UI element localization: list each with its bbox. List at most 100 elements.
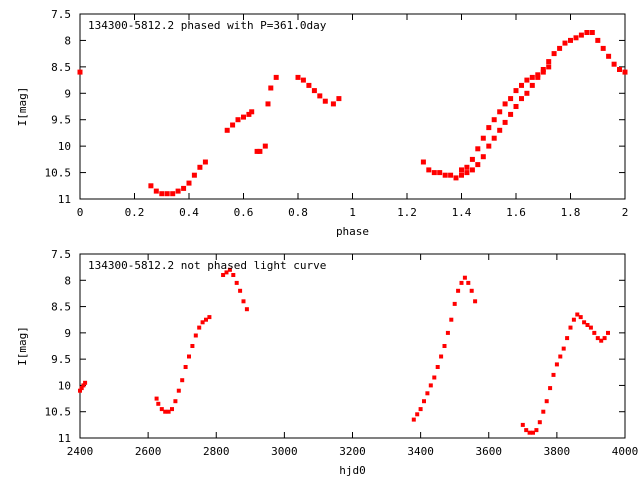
- unphased-data-point: [418, 407, 423, 412]
- phased-data-point: [589, 30, 595, 35]
- phased-data-point: [164, 191, 170, 197]
- unphased-data-points: [78, 267, 610, 435]
- unphased-data-point: [575, 312, 580, 317]
- phased-data-point: [524, 77, 530, 83]
- phased-data-point: [230, 122, 236, 128]
- phased-data-point: [249, 109, 255, 115]
- phased-data-point: [606, 53, 612, 59]
- unphased-data-point: [435, 365, 440, 369]
- unphased-data-point: [473, 299, 478, 304]
- unphased-data-point: [599, 338, 604, 343]
- unphased-x-axis-ticks: 2400 2600 2800 3000 3200 3400 3600 3800 4000: [67, 254, 639, 458]
- phased-data-point: [600, 45, 606, 51]
- unphased-data-point: [537, 420, 542, 425]
- phased-data-point: [330, 101, 336, 107]
- phased-data-point: [475, 146, 481, 152]
- phased-y-tick-label: 10: [58, 140, 71, 153]
- unphased-data-point: [234, 280, 239, 285]
- phased-data-point: [513, 104, 519, 109]
- phased-data-point: [486, 143, 492, 149]
- phased-data-point: [622, 69, 628, 75]
- unphased-data-point: [554, 362, 559, 367]
- unphased-y-tick-label: 9: [64, 327, 71, 340]
- unphased-light-curve-panel: 2400 2600 2800 3000 3200 3400 3600 3800 4000 7.5…: [16, 248, 638, 477]
- unphased-data-point: [582, 320, 587, 325]
- unphased-chart-title: 134300-5812.2 not phased light curve: [88, 259, 326, 272]
- unphased-data-point: [469, 288, 474, 293]
- unphased-data-point: [524, 428, 529, 433]
- phased-y-axis-label: I[mag]: [16, 87, 29, 127]
- phased-x-tick-label: 1.6: [506, 206, 526, 219]
- unphased-x-tick-label: 2800: [203, 445, 230, 458]
- phased-data-point: [426, 167, 432, 173]
- phased-data-point: [535, 74, 541, 80]
- phased-data-point: [469, 156, 475, 162]
- unphased-x-tick-label: 3000: [271, 445, 298, 458]
- phased-data-point: [519, 82, 524, 88]
- phased-data-point: [584, 30, 590, 35]
- phased-data-point: [568, 37, 573, 43]
- unphased-data-point: [207, 315, 212, 320]
- phased-data-point: [153, 188, 159, 194]
- phased-data-point: [546, 59, 552, 65]
- phased-data-point: [420, 159, 426, 165]
- phased-x-tick-label: 1: [349, 206, 356, 219]
- phased-data-point: [202, 159, 208, 165]
- unphased-x-tick-label: 3800: [544, 445, 571, 458]
- phased-data-point: [311, 88, 317, 94]
- phased-y-tick-label: 9: [64, 87, 71, 100]
- unphased-data-point: [571, 317, 576, 322]
- unphased-data-point: [197, 325, 202, 330]
- unphased-x-tick-label: 2400: [67, 445, 94, 458]
- phased-data-point: [535, 72, 541, 78]
- unphased-data-point: [78, 388, 82, 393]
- unphased-data-point: [83, 380, 88, 385]
- unphased-x-tick-label: 2600: [135, 445, 162, 458]
- phased-data-point: [300, 77, 306, 83]
- phased-data-point: [235, 117, 241, 123]
- unphased-data-point: [544, 399, 549, 404]
- phased-data-point: [475, 162, 481, 168]
- unphased-data-point: [606, 330, 610, 335]
- unphased-data-point: [224, 270, 229, 275]
- unphased-data-point: [534, 428, 539, 433]
- phased-data-point: [306, 82, 312, 88]
- unphased-data-point: [568, 325, 573, 330]
- phased-data-point: [508, 111, 514, 117]
- phased-data-point: [578, 32, 584, 38]
- phased-data-point: [268, 85, 274, 91]
- phased-x-tick-label: 0.2: [125, 206, 145, 219]
- unphased-data-point: [193, 333, 198, 338]
- phased-data-point: [502, 101, 508, 107]
- phased-data-point: [246, 111, 252, 117]
- phased-data-point: [508, 96, 514, 102]
- unphased-data-point: [156, 401, 161, 406]
- phased-data-point: [557, 45, 563, 51]
- unphased-data-point: [432, 375, 437, 380]
- phased-data-point: [562, 40, 568, 46]
- phased-data-point: [186, 180, 192, 186]
- unphased-data-point: [466, 280, 471, 285]
- unphased-data-point: [163, 409, 168, 414]
- unphased-data-point: [190, 344, 195, 348]
- unphased-data-point: [204, 317, 208, 322]
- phased-data-point: [529, 82, 535, 88]
- phased-x-tick-label: 1.4: [452, 206, 472, 219]
- unphased-data-point: [558, 354, 563, 359]
- unphased-data-point: [548, 386, 553, 391]
- unphased-data-point: [595, 336, 600, 341]
- phased-data-point: [546, 64, 552, 70]
- unphased-data-point: [456, 288, 461, 293]
- phased-y-tick-label: 11: [58, 193, 71, 206]
- unphased-x-tick-label: 4000: [612, 445, 639, 458]
- phased-data-point: [459, 167, 464, 173]
- unphased-data-point: [462, 275, 467, 280]
- phased-data-point: [480, 135, 486, 141]
- phased-data-point: [491, 135, 497, 141]
- phased-chart-title: 134300-5812.2 phased with P=361.0day: [88, 19, 327, 32]
- unphased-data-point: [449, 317, 454, 322]
- phased-data-point: [336, 96, 342, 102]
- unphased-y-tick-label: 9.5: [51, 353, 71, 366]
